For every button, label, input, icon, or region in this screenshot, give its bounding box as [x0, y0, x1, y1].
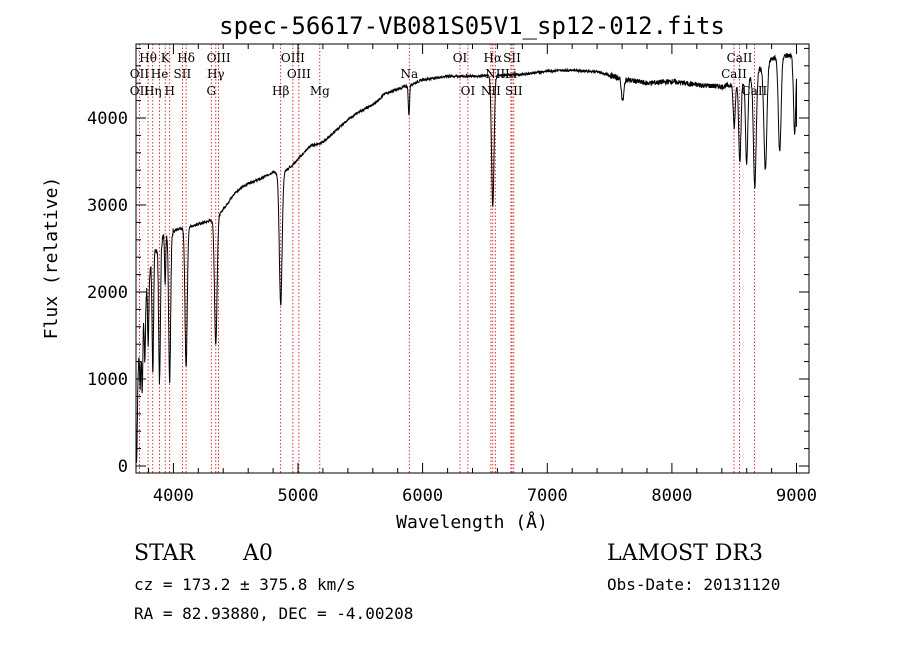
y-axis-label: Flux (relative) [41, 177, 62, 340]
spectrum-line [135, 52, 797, 463]
line-label: CaII [741, 84, 767, 98]
line-label: Hδ [177, 51, 195, 65]
line-label: He [151, 67, 169, 81]
object-class: STAR [134, 541, 196, 566]
x-axis-ticks: 4000 5000 6000 7000 8000 9000 [148, 44, 817, 506]
x-axis-label: Wavelength (Å) [396, 511, 548, 533]
line-label: OI [453, 51, 468, 65]
line-label: Na [400, 67, 418, 81]
line-label: K [161, 51, 171, 65]
line-label: OII [130, 67, 150, 81]
line-label: OII [130, 84, 150, 98]
line-label: NII [481, 84, 501, 98]
line-label: OIII [287, 67, 311, 81]
line-label: SII [174, 67, 192, 81]
line-label: Hα [484, 51, 503, 65]
redshift-velocity: cz = 173.2 ± 375.8 km/s [134, 575, 356, 594]
coordinates: RA = 82.93880, DEC = -4.00208 [134, 604, 413, 623]
line-label: OI [461, 84, 476, 98]
line-label: G [207, 84, 217, 98]
x-tick-label: 4000 [153, 486, 194, 506]
y-tick-label: 2000 [87, 283, 128, 303]
line-label: SII [503, 51, 521, 65]
y-tick-label: 4000 [87, 109, 128, 129]
line-label: NII [485, 67, 505, 81]
y-axis-ticks: 0 1000 2000 3000 4000 [87, 47, 809, 477]
x-tick-label: 8000 [651, 486, 692, 506]
line-label: OIII [207, 51, 231, 65]
plot-frame [135, 43, 810, 474]
x-tick-label: 9000 [776, 486, 817, 506]
line-label: SII [505, 84, 523, 98]
obs-date: Obs-Date: 20131120 [607, 575, 780, 594]
x-tick-label: 7000 [527, 486, 568, 506]
line-label: H [164, 84, 174, 98]
line-label: Mg [310, 84, 330, 98]
x-tick-label: 6000 [402, 486, 443, 506]
line-label: OIII [281, 51, 305, 65]
line-markers [138, 44, 755, 473]
chart-title: spec-56617-VB081S05V1_sp12-012.fits [219, 12, 725, 40]
line-label: CaII [721, 67, 747, 81]
line-label: Hθ [139, 51, 157, 65]
y-tick-label: 3000 [87, 196, 128, 216]
line-label: Hβ [272, 84, 289, 98]
y-tick-label: 1000 [87, 370, 128, 390]
survey-name: LAMOST DR3 [607, 541, 763, 566]
line-label: Hη [144, 84, 162, 98]
x-tick-label: 5000 [278, 486, 319, 506]
object-subclass: A0 [242, 541, 273, 566]
y-tick-label: 0 [118, 457, 128, 477]
line-label: CaII [727, 51, 753, 65]
line-label: Hγ [207, 67, 225, 81]
